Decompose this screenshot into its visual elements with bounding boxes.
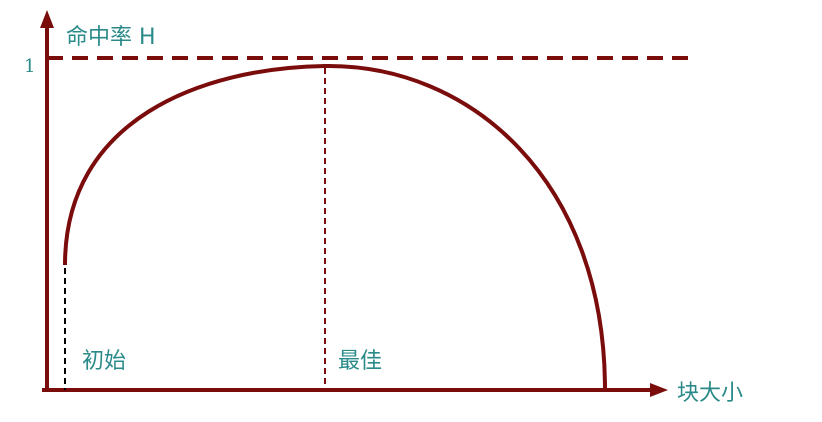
y-axis-arrowhead: [40, 10, 54, 28]
optimal-label: 最佳: [338, 349, 382, 374]
x-axis-arrowhead: [650, 383, 668, 397]
y-tick-one: 1: [24, 56, 35, 77]
hit-rate-curve: [63, 63, 607, 391]
y-axis-label: 命中率 H: [66, 25, 156, 50]
initial-label: 初始: [82, 349, 126, 374]
x-axis-label: 块大小: [677, 381, 743, 406]
